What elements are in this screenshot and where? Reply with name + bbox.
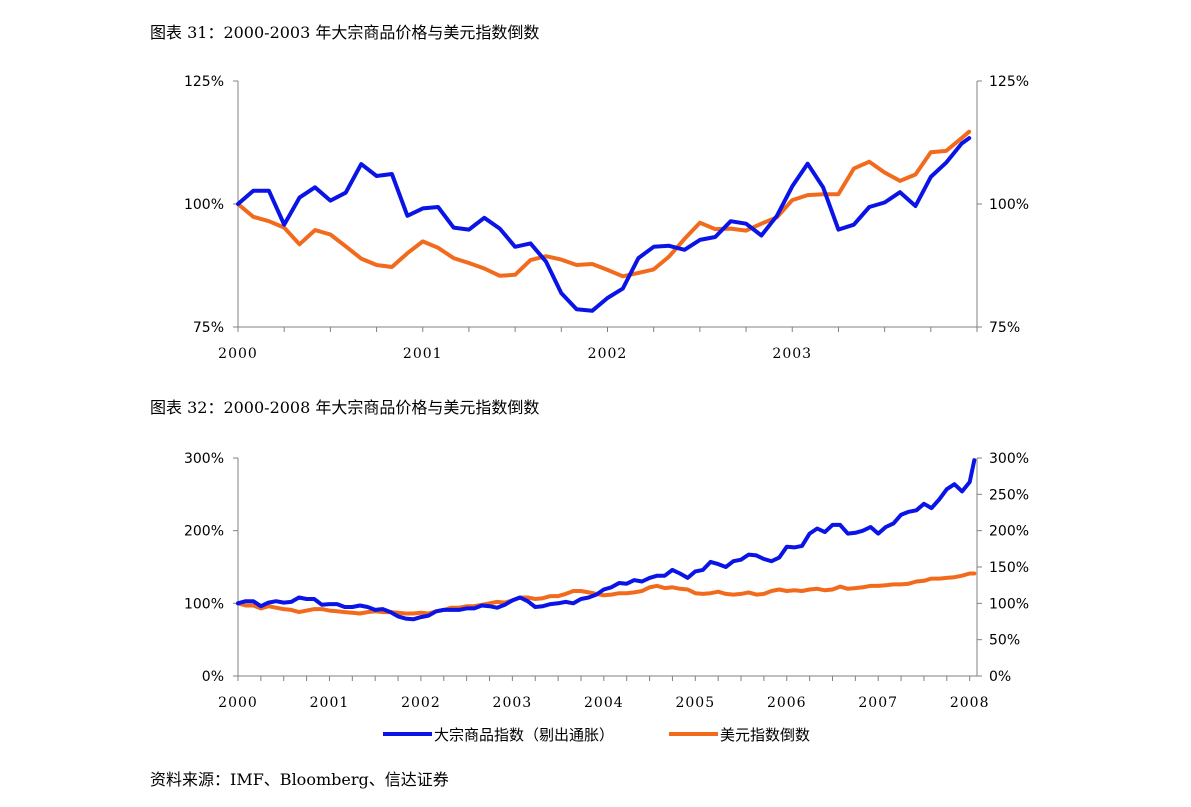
left-y-tick-label: 200% [184,524,224,540]
right-y-tick-label: 300% [989,451,1029,467]
x-tick-label: 2002 [401,695,441,711]
left-y-tick-label: 0% [202,669,224,685]
x-tick-label: 2007 [858,695,898,711]
usd-series-line [236,129,972,279]
chart2-caption: 图表 32：2000-2008 年大宗商品价格与美元指数倒数 [150,398,540,417]
chart2-legend: 大宗商品指数（剔出通胀） 美元指数倒数 [383,726,810,744]
left-y-tick-label: 100% [184,596,224,612]
right-y-tick-label: 0% [989,669,1011,685]
right-y-tick-label: 250% [989,487,1029,503]
chart2-lines [236,458,977,622]
x-tick-label: 2008 [950,695,990,711]
x-tick-label: 2001 [403,346,443,362]
x-tick-label: 2003 [493,695,533,711]
right-y-tick-label: 200% [989,524,1029,540]
chart1-caption: 图表 31：2000-2003 年大宗商品价格与美元指数倒数 [150,23,540,42]
chart1-lines [236,129,972,313]
commodity-series-line [236,458,977,622]
x-tick-label: 2004 [584,695,624,711]
legend-usd-label: 美元指数倒数 [720,726,810,744]
left-y-tick-label: 75% [193,320,224,336]
source-note: 资料来源：IMF、Bloomberg、信达证券 [150,770,449,789]
left-y-tick-label: 300% [184,451,224,467]
chart1-axes [237,81,978,328]
x-tick-label: 2003 [772,346,812,362]
chart2-ticks: 0% 100% 200% 300% 0% 50% 100% 150% 200% 250% 300% 2… [184,451,1029,711]
x-tick-label: 2002 [588,346,628,362]
chart1-svg: 75% 100% 125% 75% 100% 125% 2000 2001 2002 2003 [184,74,1029,362]
legend-commodity-label: 大宗商品指数（剔出通胀） [434,726,614,744]
right-y-tick-label: 75% [989,320,1020,336]
usd-series-line [236,571,977,616]
x-tick-label: 2006 [767,695,807,711]
left-y-tick-label: 125% [184,74,224,90]
commodity-series-line [236,136,972,313]
left-y-tick-label: 100% [184,197,224,213]
right-y-tick-label: 125% [989,74,1029,90]
x-tick-label: 2000 [218,695,258,711]
right-y-tick-label: 50% [989,633,1020,649]
right-y-tick-label: 100% [989,197,1029,213]
x-tick-label: 2005 [675,695,715,711]
x-tick-label: 2001 [310,695,350,711]
chart2-axes [237,458,978,677]
right-y-tick-label: 100% [989,596,1029,612]
x-tick-label: 2000 [218,346,258,362]
chart1-ticks: 75% 100% 125% 75% 100% 125% 2000 2001 2002 2003 [184,74,1029,362]
right-y-tick-label: 150% [989,560,1029,576]
